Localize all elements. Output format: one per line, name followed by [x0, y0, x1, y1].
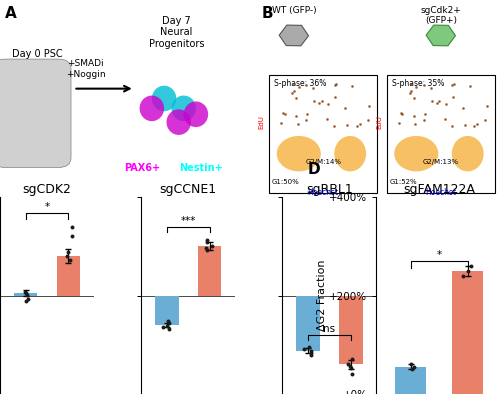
- Text: WT (GFP-): WT (GFP-): [271, 6, 316, 15]
- Point: [202, 237, 210, 243]
- Ellipse shape: [393, 136, 437, 171]
- Point: [346, 365, 354, 372]
- Text: Hoechst: Hoechst: [424, 188, 455, 197]
- Point: [406, 361, 414, 368]
- Text: *: *: [45, 202, 50, 212]
- Text: sgCdk2+
(GFP+): sgCdk2+ (GFP+): [419, 6, 460, 25]
- Point: [165, 326, 173, 332]
- Y-axis label: ΔG2 Fraction: ΔG2 Fraction: [316, 260, 326, 331]
- Point: [63, 253, 71, 259]
- Point: [202, 239, 210, 245]
- Title: sgCDK2: sgCDK2: [23, 183, 71, 196]
- Text: EdU: EdU: [258, 115, 264, 129]
- Point: [64, 249, 72, 255]
- Bar: [451, 271, 482, 394]
- Point: [348, 355, 356, 362]
- Bar: [394, 367, 425, 394]
- Text: S-phase: 36%: S-phase: 36%: [274, 79, 326, 88]
- Text: ns: ns: [323, 323, 335, 333]
- Point: [165, 320, 173, 326]
- Point: [22, 298, 30, 305]
- Point: [465, 263, 473, 269]
- Text: Hoechst: Hoechst: [307, 188, 338, 197]
- Ellipse shape: [334, 136, 365, 171]
- Text: Day 7
Neural
Progenitors: Day 7 Neural Progenitors: [148, 16, 203, 49]
- Title: sgCCNE1: sgCCNE1: [159, 183, 216, 196]
- Point: [300, 346, 308, 352]
- Bar: [14, 292, 38, 296]
- Text: +SMADi
+Noggin: +SMADi +Noggin: [66, 59, 105, 79]
- Text: D: D: [307, 162, 320, 177]
- FancyBboxPatch shape: [386, 75, 493, 193]
- Text: G1:52%: G1:52%: [389, 179, 416, 185]
- Text: G2/M:13%: G2/M:13%: [422, 160, 458, 165]
- Point: [307, 348, 315, 354]
- Point: [162, 323, 170, 329]
- Bar: [155, 296, 178, 325]
- Text: A: A: [5, 6, 17, 21]
- Bar: [338, 296, 362, 364]
- Point: [68, 223, 76, 230]
- Point: [203, 247, 211, 253]
- Ellipse shape: [171, 96, 195, 121]
- Text: B: B: [262, 6, 273, 21]
- Title: sgFAM122A: sgFAM122A: [402, 183, 474, 196]
- Point: [306, 351, 314, 358]
- Point: [304, 344, 312, 350]
- Text: Day 0 PSC: Day 0 PSC: [12, 49, 63, 59]
- Text: *: *: [436, 250, 441, 260]
- Ellipse shape: [151, 86, 176, 112]
- FancyBboxPatch shape: [269, 75, 376, 193]
- Point: [463, 268, 471, 274]
- Point: [22, 289, 30, 296]
- Bar: [197, 246, 221, 296]
- Bar: [57, 256, 80, 296]
- Title: sgRBL1: sgRBL1: [306, 183, 352, 196]
- Point: [345, 363, 353, 370]
- Point: [23, 292, 31, 298]
- Text: PAX6+: PAX6+: [124, 164, 160, 173]
- Bar: [296, 296, 319, 351]
- Ellipse shape: [276, 136, 320, 171]
- Point: [66, 257, 74, 263]
- Point: [307, 349, 315, 356]
- Point: [202, 245, 210, 251]
- Point: [458, 273, 466, 279]
- Point: [68, 233, 76, 240]
- FancyBboxPatch shape: [0, 59, 71, 167]
- Text: S-phase: 35%: S-phase: 35%: [391, 79, 443, 88]
- Text: G2/M:14%: G2/M:14%: [305, 160, 341, 165]
- Point: [164, 318, 172, 324]
- Ellipse shape: [166, 109, 190, 135]
- Point: [24, 296, 32, 303]
- Text: ***: ***: [180, 216, 195, 225]
- Point: [409, 364, 417, 370]
- Ellipse shape: [451, 136, 482, 171]
- Text: EdU: EdU: [375, 115, 381, 129]
- Point: [407, 366, 415, 373]
- Point: [158, 324, 166, 330]
- Text: G1:50%: G1:50%: [271, 179, 299, 185]
- Ellipse shape: [183, 102, 208, 127]
- Point: [207, 243, 215, 249]
- Point: [348, 371, 356, 377]
- Text: Nestin+: Nestin+: [178, 164, 222, 173]
- Ellipse shape: [139, 96, 164, 121]
- Point: [344, 361, 352, 368]
- Point: [21, 288, 29, 295]
